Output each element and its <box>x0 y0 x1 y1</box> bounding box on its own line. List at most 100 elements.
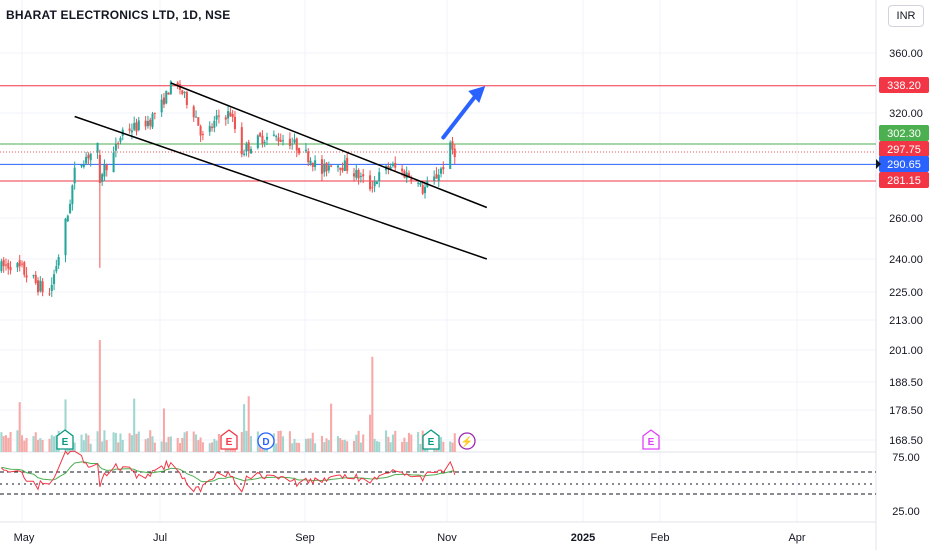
volume-bar <box>288 431 291 452</box>
volume-bar <box>240 432 243 452</box>
volume-bar <box>314 443 317 452</box>
event-markers[interactable]: E E D E ⚡ E <box>56 429 660 450</box>
arrow-head-icon <box>468 86 486 103</box>
volume-bar <box>128 433 131 452</box>
event-marker-icon[interactable]: D <box>257 432 275 450</box>
event-marker-icon[interactable]: ⚡ <box>458 432 476 450</box>
horizontal-levels[interactable] <box>0 85 876 182</box>
candle-body <box>275 136 278 138</box>
price-tick-label: 320.00 <box>889 108 923 120</box>
candle-body <box>341 167 344 171</box>
volume-bar <box>135 433 138 452</box>
volume-bar <box>4 435 8 452</box>
volume-bar <box>410 434 413 452</box>
candle-body <box>73 167 76 184</box>
candle-body <box>362 174 365 177</box>
volume-bar <box>243 404 246 452</box>
currency-button[interactable]: INR <box>888 5 924 27</box>
volume-bar <box>2 436 5 452</box>
price-axis[interactable]: 360.00 320.00 260.00 240.00 225.00 213.00 201.… <box>876 48 929 518</box>
candle-body <box>352 173 356 177</box>
volume-bar <box>208 443 211 452</box>
candle-body <box>279 139 282 142</box>
candle-body <box>357 170 360 179</box>
volume-bar <box>20 435 24 452</box>
candle-body <box>53 274 56 285</box>
candle-body <box>314 160 317 168</box>
candle-body <box>215 115 218 120</box>
price-tick-label: 240.00 <box>889 254 923 266</box>
volume-bar <box>98 340 101 452</box>
candle-body <box>66 215 69 222</box>
candle-body <box>373 181 376 187</box>
volume-bar <box>39 438 42 452</box>
candle-body <box>229 112 232 117</box>
volume-bar <box>330 403 333 452</box>
event-marker-label: E <box>648 437 655 448</box>
candle-body <box>233 116 236 130</box>
candles[interactable] <box>0 80 456 297</box>
candle-body <box>32 275 35 277</box>
volume-bar <box>341 440 344 452</box>
candle-body <box>343 160 346 172</box>
event-marker-icon[interactable]: E <box>642 429 660 450</box>
level-label-bg <box>879 156 929 172</box>
earnings-icon <box>220 429 238 450</box>
event-marker-icon[interactable]: E <box>422 429 440 450</box>
candle-body <box>181 90 184 94</box>
volume-bar <box>394 430 397 452</box>
candle-body <box>41 281 44 293</box>
candle-body <box>105 164 108 171</box>
volume-bar <box>144 439 147 452</box>
candle-body <box>440 168 443 174</box>
earnings-icon <box>642 429 660 450</box>
candle-body <box>192 106 195 118</box>
candle-body <box>25 275 28 278</box>
time-tick-label: Feb <box>651 532 670 544</box>
candle-body <box>165 90 168 104</box>
candle-body <box>57 257 60 266</box>
candle-body <box>176 82 179 87</box>
earnings-icon <box>56 429 74 450</box>
volume-bar <box>298 442 301 452</box>
volume-bar <box>407 432 411 452</box>
candle-body <box>423 186 427 194</box>
volume-bar <box>82 440 85 452</box>
candle-body <box>417 182 420 184</box>
candle-body <box>144 120 147 127</box>
volume-bar <box>357 430 360 452</box>
rsi-tick-label: 75.00 <box>892 452 920 464</box>
volume-bar <box>181 437 184 452</box>
volume-bar <box>160 441 163 452</box>
volume-bar <box>391 434 394 452</box>
volume-bar <box>96 431 99 452</box>
volume-bar <box>87 435 90 452</box>
volume-bar <box>7 437 10 452</box>
candle-body <box>272 134 275 136</box>
volume-bar <box>385 430 388 452</box>
candle-body <box>325 162 328 172</box>
volume-bar <box>199 437 202 452</box>
candle-body <box>80 164 83 167</box>
candle-body <box>263 142 266 144</box>
volume-bar <box>215 440 218 452</box>
candle-body <box>407 173 411 177</box>
volume-bar <box>64 399 67 452</box>
event-marker-icon[interactable]: E <box>220 429 238 450</box>
volume-bar <box>23 440 26 452</box>
volume-bar <box>387 436 390 452</box>
time-tick-label: Sep <box>295 532 315 544</box>
time-axis[interactable]: May Jul Sep Nov 2025 Feb Apr <box>14 532 806 544</box>
channel-upper-line <box>170 82 488 209</box>
candle-body <box>245 144 248 152</box>
volume-bar <box>293 438 296 452</box>
candle-body <box>34 274 37 284</box>
earnings-icon <box>422 429 440 450</box>
event-marker-icon[interactable]: E <box>56 429 74 450</box>
volume-bar <box>309 438 312 452</box>
candle-body <box>48 293 51 295</box>
volume-bar <box>85 433 88 452</box>
drawings[interactable] <box>74 82 488 260</box>
